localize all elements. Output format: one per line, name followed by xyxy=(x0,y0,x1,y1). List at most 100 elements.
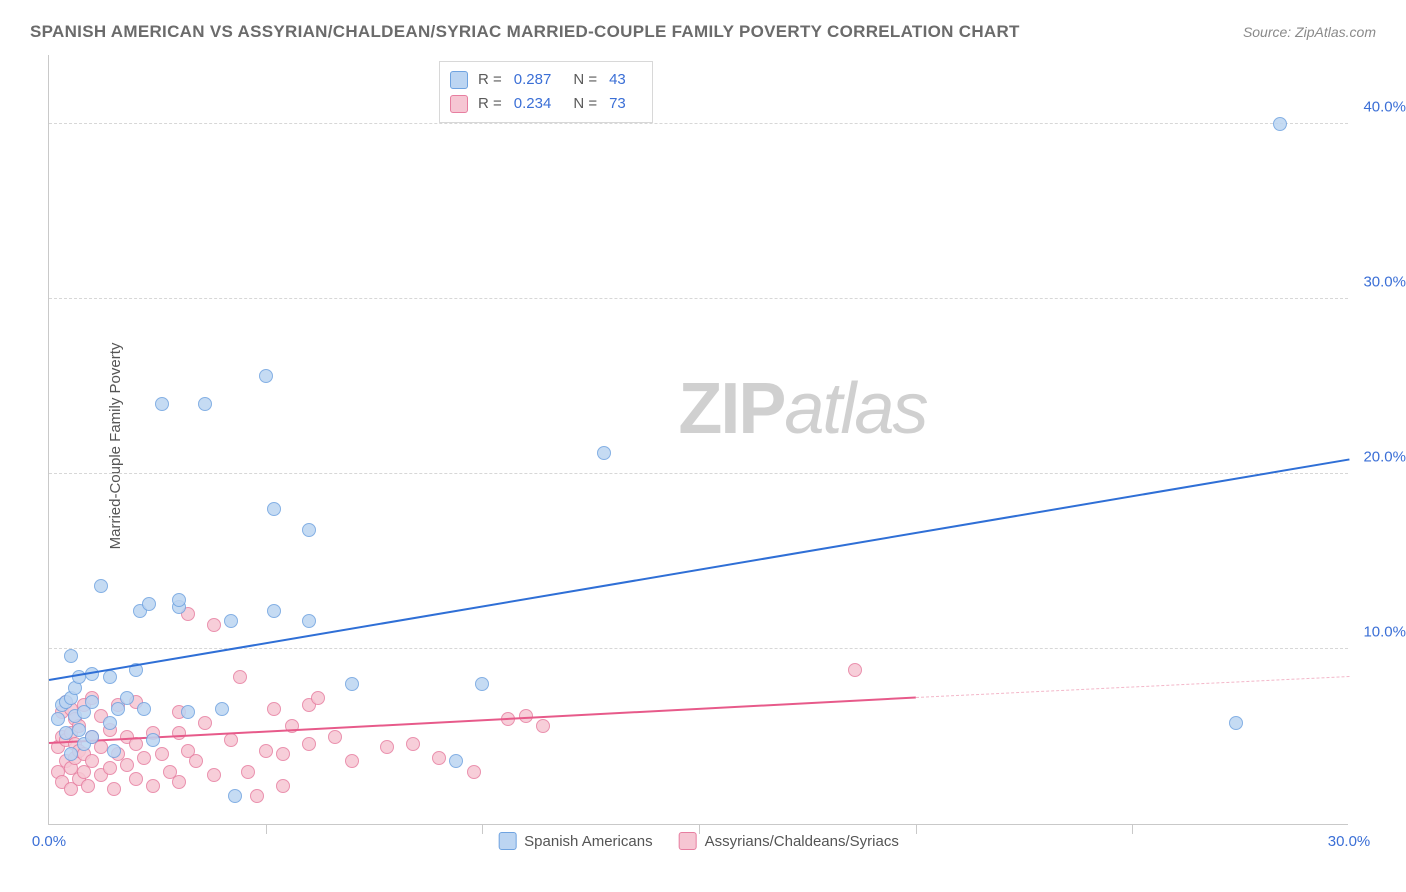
data-point-spanish xyxy=(475,677,489,691)
data-point-spanish xyxy=(64,649,78,663)
x-minor-tick xyxy=(916,824,917,834)
data-point-spanish xyxy=(155,397,169,411)
watermark-zip: ZIP xyxy=(678,369,784,449)
data-point-spanish xyxy=(85,730,99,744)
legend-swatch-spanish xyxy=(498,832,516,850)
data-point-assyrian xyxy=(137,751,151,765)
data-point-assyrian xyxy=(259,744,273,758)
data-point-assyrian xyxy=(189,754,203,768)
data-point-assyrian xyxy=(172,775,186,789)
data-point-spanish xyxy=(449,754,463,768)
x-tick-label: 30.0% xyxy=(1328,833,1371,850)
data-point-assyrian xyxy=(155,747,169,761)
data-point-assyrian xyxy=(328,730,342,744)
n-label: N = xyxy=(573,92,597,116)
data-point-assyrian xyxy=(120,758,134,772)
series-legend: Spanish Americans Assyrians/Chaldeans/Sy… xyxy=(498,832,899,850)
data-point-spanish xyxy=(137,702,151,716)
data-point-spanish xyxy=(228,789,242,803)
n-label: N = xyxy=(573,68,597,92)
r-label: R = xyxy=(478,68,502,92)
gridline-h xyxy=(49,123,1348,124)
correlation-row-blue: R = 0.287 N = 43 xyxy=(450,68,638,92)
data-point-assyrian xyxy=(107,782,121,796)
r-value-pink: 0.234 xyxy=(514,92,552,116)
data-point-spanish xyxy=(198,397,212,411)
data-point-assyrian xyxy=(467,765,481,779)
data-point-assyrian xyxy=(302,737,316,751)
data-point-spanish xyxy=(181,705,195,719)
data-point-assyrian xyxy=(311,691,325,705)
x-minor-tick xyxy=(699,824,700,834)
data-point-assyrian xyxy=(129,772,143,786)
data-point-assyrian xyxy=(207,618,221,632)
legend-item-spanish: Spanish Americans xyxy=(498,832,652,850)
data-point-assyrian xyxy=(241,765,255,779)
data-point-spanish xyxy=(51,712,65,726)
data-point-assyrian xyxy=(224,733,238,747)
data-point-spanish xyxy=(345,677,359,691)
gridline-h xyxy=(49,648,1348,649)
data-point-spanish xyxy=(85,695,99,709)
legend-swatch-blue xyxy=(450,71,468,89)
data-point-spanish xyxy=(267,604,281,618)
data-point-spanish xyxy=(267,502,281,516)
data-point-spanish xyxy=(597,446,611,460)
data-point-spanish xyxy=(59,726,73,740)
data-point-spanish xyxy=(146,733,160,747)
watermark: ZIPatlas xyxy=(678,368,926,450)
data-point-assyrian xyxy=(345,754,359,768)
data-point-assyrian xyxy=(432,751,446,765)
data-point-spanish xyxy=(120,691,134,705)
gridline-h xyxy=(49,298,1348,299)
data-point-spanish xyxy=(1273,117,1287,131)
chart-title: SPANISH AMERICAN VS ASSYRIAN/CHALDEAN/SY… xyxy=(30,22,1020,42)
x-minor-tick xyxy=(482,824,483,834)
data-point-spanish xyxy=(172,593,186,607)
data-point-assyrian xyxy=(233,670,247,684)
trend-line xyxy=(916,676,1349,698)
x-minor-tick xyxy=(266,824,267,834)
data-point-assyrian xyxy=(103,761,117,775)
data-point-assyrian xyxy=(81,779,95,793)
legend-swatch-pink xyxy=(450,95,468,113)
data-point-assyrian xyxy=(250,789,264,803)
data-point-spanish xyxy=(72,723,86,737)
data-point-assyrian xyxy=(207,768,221,782)
data-point-spanish xyxy=(224,614,238,628)
data-point-spanish xyxy=(103,716,117,730)
y-tick-label: 30.0% xyxy=(1356,274,1406,291)
x-tick-label: 0.0% xyxy=(32,833,66,850)
data-point-assyrian xyxy=(267,702,281,716)
legend-swatch-assyrian xyxy=(679,832,697,850)
legend-label-assyrian: Assyrians/Chaldeans/Syriacs xyxy=(705,833,899,850)
data-point-assyrian xyxy=(198,716,212,730)
data-point-spanish xyxy=(215,702,229,716)
data-point-spanish xyxy=(64,747,78,761)
watermark-atlas: atlas xyxy=(784,369,926,449)
data-point-assyrian xyxy=(146,779,160,793)
n-value-pink: 73 xyxy=(609,92,626,116)
r-value-blue: 0.287 xyxy=(514,68,552,92)
data-point-spanish xyxy=(259,369,273,383)
data-point-assyrian xyxy=(536,719,550,733)
data-point-spanish xyxy=(302,523,316,537)
data-point-spanish xyxy=(142,597,156,611)
data-point-assyrian xyxy=(848,663,862,677)
data-point-spanish xyxy=(302,614,316,628)
y-tick-label: 40.0% xyxy=(1356,99,1406,116)
data-point-assyrian xyxy=(406,737,420,751)
data-point-assyrian xyxy=(276,779,290,793)
data-point-assyrian xyxy=(172,726,186,740)
x-minor-tick xyxy=(1132,824,1133,834)
data-point-assyrian xyxy=(380,740,394,754)
data-point-spanish xyxy=(107,744,121,758)
gridline-h xyxy=(49,473,1348,474)
data-point-assyrian xyxy=(85,754,99,768)
correlation-legend: R = 0.287 N = 43 R = 0.234 N = 73 xyxy=(439,61,653,123)
data-point-spanish xyxy=(103,670,117,684)
n-value-blue: 43 xyxy=(609,68,626,92)
y-tick-label: 10.0% xyxy=(1356,624,1406,641)
data-point-assyrian xyxy=(519,709,533,723)
r-label: R = xyxy=(478,92,502,116)
